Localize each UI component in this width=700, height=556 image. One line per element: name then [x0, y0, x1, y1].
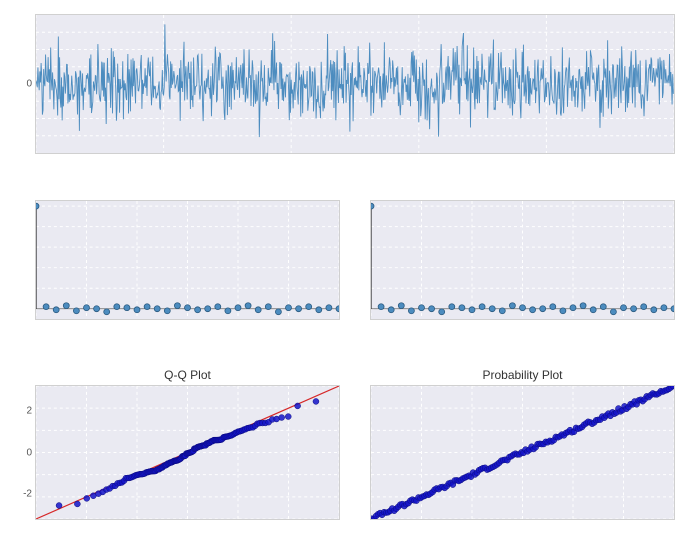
pp-panel: Probability Plot	[370, 385, 675, 520]
qq-ytick-2: 2	[26, 405, 32, 416]
acf-panel	[35, 200, 340, 320]
qq-ytick-m2: -2	[23, 489, 32, 500]
diagnostic-figure: 0 Q-Q Plot -2 0 2 Probability Plot	[0, 0, 700, 556]
pp-title: Probability Plot	[371, 368, 674, 382]
pacf-panel	[370, 200, 675, 320]
qq-title: Q-Q Plot	[36, 368, 339, 382]
qq-ytick-0: 0	[26, 447, 32, 458]
ts-ytick-0: 0	[26, 79, 32, 90]
qq-panel: Q-Q Plot -2 0 2	[35, 385, 340, 520]
time-series-panel: 0	[35, 14, 675, 154]
